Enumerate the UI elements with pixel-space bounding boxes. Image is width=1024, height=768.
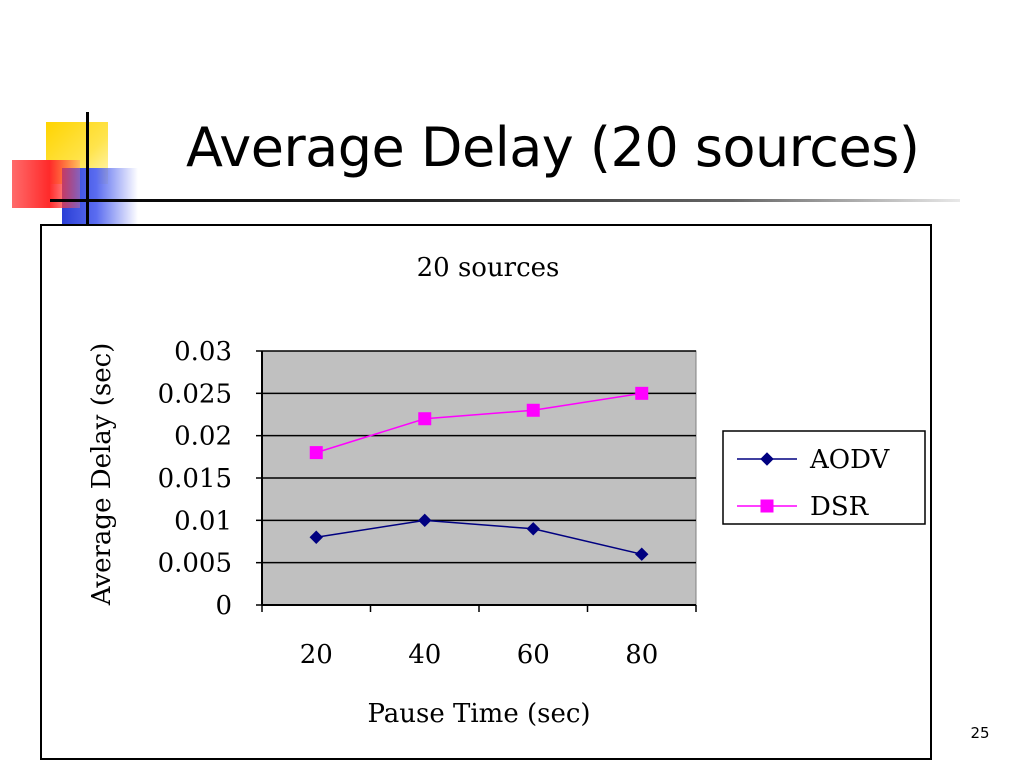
y-tick-label: 0.02 (174, 422, 232, 452)
x-tick-label: 20 (300, 640, 333, 670)
x-tick-label: 40 (408, 640, 441, 670)
series-line-aodv (316, 519, 642, 555)
y-axis-label: Average Delay (sec) (87, 343, 117, 607)
title-underline (50, 199, 960, 202)
y-tick-label: 0.025 (158, 379, 232, 409)
data-point-dsr (309, 446, 323, 460)
axes (256, 350, 697, 612)
decorative-vertical-line (86, 112, 89, 228)
line-chart: 20 sources 00.0050.010.0150.020.0250.03 … (87, 253, 926, 729)
x-tick-labels: 20 40 60 80 (300, 640, 659, 670)
series-group (309, 386, 649, 561)
legend-label-dsr: DSR (810, 492, 870, 522)
page-number: 25 (970, 724, 990, 742)
grid-lines (262, 350, 696, 564)
y-tick-label: 0.005 (158, 549, 232, 579)
y-tick-label: 0 (215, 591, 232, 621)
y-tick-label: 0.015 (158, 464, 232, 494)
data-point-aodv (635, 547, 649, 561)
chart-title: 20 sources (417, 253, 560, 283)
legend-marker-dsr (760, 499, 774, 513)
x-tick-label: 60 (517, 640, 550, 670)
series-line-dsr (316, 392, 642, 454)
data-point-dsr (635, 386, 649, 400)
y-tick-label: 0.03 (174, 337, 232, 367)
legend: AODV DSR (722, 430, 926, 525)
data-point-aodv (526, 522, 540, 536)
data-point-aodv (418, 513, 432, 528)
slide-title: Average Delay (20 sources) (186, 116, 920, 179)
data-point-dsr (526, 403, 540, 417)
data-point-aodv (309, 530, 323, 544)
x-tick-label: 80 (625, 640, 658, 670)
legend-label-aodv: AODV (809, 445, 890, 475)
x-axis-label: Pause Time (sec) (367, 699, 590, 729)
legend-marker-aodv (760, 452, 774, 466)
y-tick-label: 0.01 (174, 506, 232, 536)
y-tick-labels: 0 0.005 0.01 0.015 0.02 0.025 0.03 (158, 337, 232, 621)
data-point-dsr (418, 412, 432, 426)
legend-box (722, 430, 926, 525)
